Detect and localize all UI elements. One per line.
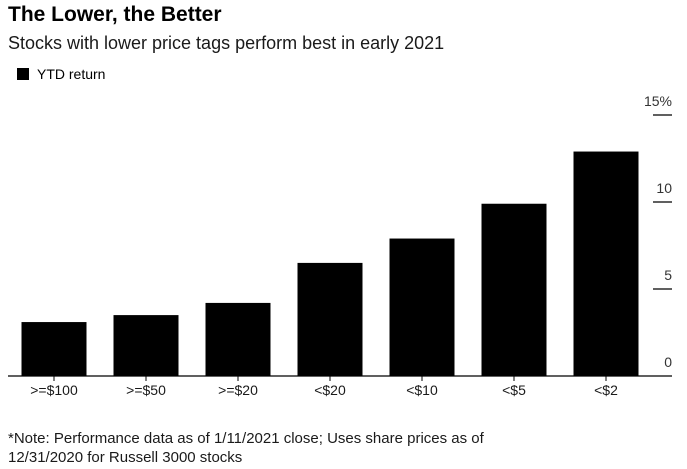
- y-tick-label: 5: [664, 267, 672, 283]
- bar: [573, 151, 639, 376]
- y-tick-label: 10: [656, 180, 672, 196]
- chart-title: The Lower, the Better: [8, 3, 222, 26]
- footnote-line-1: *Note: Performance data as of 1/11/2021 …: [8, 430, 484, 447]
- bar: [113, 315, 179, 376]
- x-tick-label: <$5: [502, 382, 526, 398]
- legend-swatch: [17, 68, 29, 80]
- legend: YTD return: [17, 66, 105, 82]
- x-tick-label: >=$20: [218, 382, 258, 398]
- x-tick-label: <$10: [406, 382, 438, 398]
- bar: [297, 262, 363, 376]
- x-tick-label: >=$50: [126, 382, 166, 398]
- bar: [21, 322, 87, 376]
- y-tick-label: 0: [664, 354, 672, 370]
- footnote-line-2: 12/31/2020 for Russell 3000 stocks: [8, 449, 243, 466]
- x-tick-label: <$20: [314, 382, 346, 398]
- bar: [389, 238, 455, 376]
- x-tick-label: <$2: [594, 382, 618, 398]
- bar: [481, 203, 547, 376]
- bar: [205, 302, 271, 376]
- footnote: *Note: Performance data as of 1/11/2021 …: [8, 429, 648, 467]
- x-tick-label: >=$100: [30, 382, 78, 398]
- chart-subtitle: Stocks with lower price tags perform bes…: [8, 33, 445, 53]
- legend-label: YTD return: [37, 66, 106, 82]
- bar-chart: 0 5 10 15% >=$100 >=$50 >=$20 <$20 <$10 <$5 <$2: [8, 93, 672, 398]
- y-tick-label: 15%: [644, 93, 672, 109]
